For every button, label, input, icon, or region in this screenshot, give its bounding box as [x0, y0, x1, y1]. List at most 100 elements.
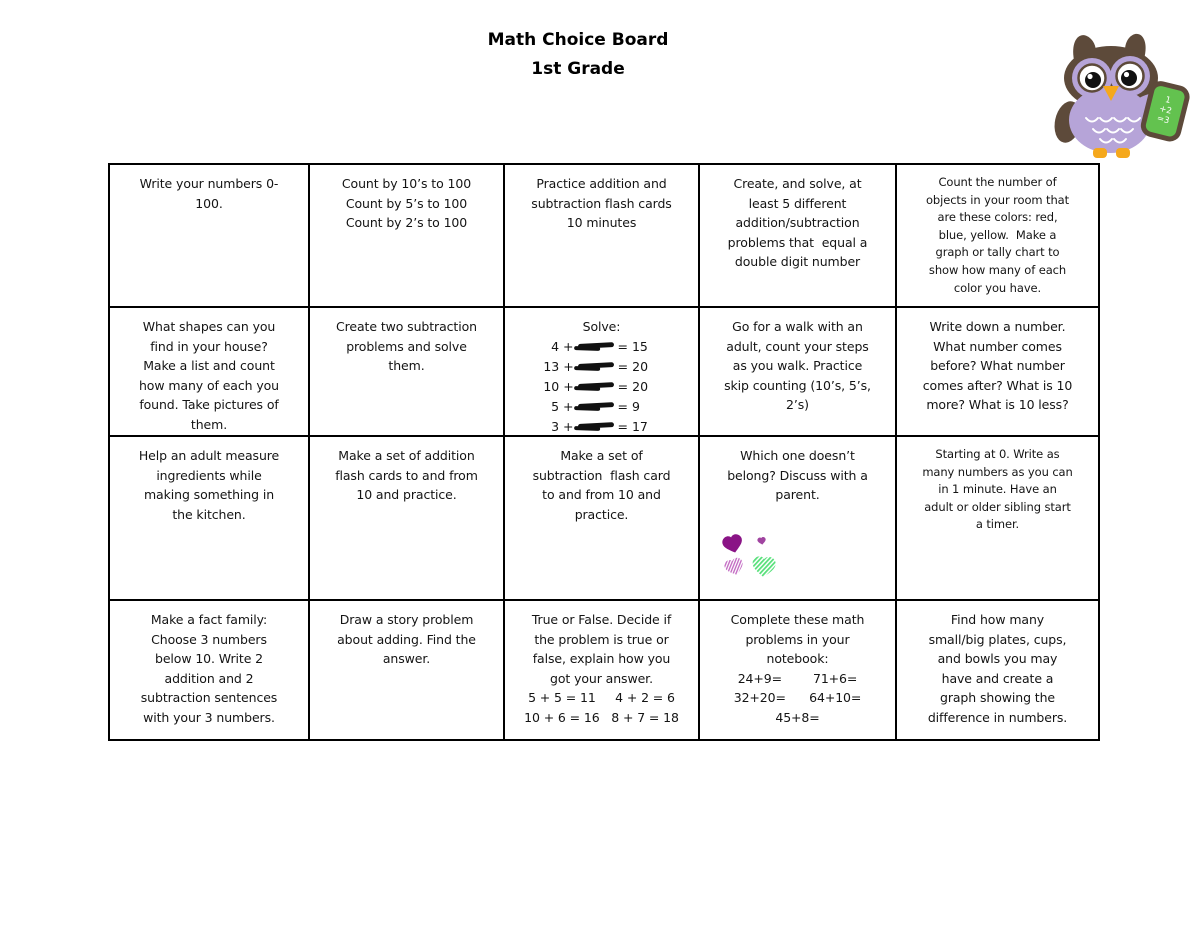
cell-text-line: to and from 10 and [542, 487, 661, 502]
blank-line [577, 382, 614, 389]
cell-text-line: 32+20= 64+10= [733, 690, 862, 705]
cell-text: Practice addition and subtraction flash c… [508, 174, 695, 233]
cell-text-line: Starting at 0. Write as [935, 447, 1060, 461]
cell-text-line: a timer. [975, 517, 1020, 532]
blank-line [577, 402, 614, 409]
cell-text-line: graph or tally chart to [935, 245, 1060, 260]
cell-text-line: small/big plates, cups, [928, 631, 1067, 647]
board-cell: Count the number of objects in your room … [897, 165, 1098, 308]
cell-text-line: Write down a number. [929, 319, 1066, 334]
owl-beak [1103, 86, 1119, 101]
blank-line [577, 422, 614, 429]
board-cell: Count by 10’s to 100 Count by 5’s to 100 C… [310, 165, 505, 308]
cell-text-line: problems in your [745, 631, 850, 647]
solve-equation: 3 + = 17 [551, 419, 648, 434]
owl-mascot-icon: 1 +2 =3 [1054, 33, 1190, 158]
cell-text-line: Create, and solve, at [733, 176, 862, 191]
hearts-clipart [722, 533, 776, 577]
owl-eyes [1077, 61, 1145, 93]
cell-text: Write your numbers 0- 100. [113, 174, 305, 213]
cell-text-line: Write your numbers 0- [139, 176, 279, 191]
owl-feet [1093, 148, 1130, 158]
cell-text-line: subtraction flash card [532, 467, 671, 483]
cell-text-line: subtraction sentences [140, 690, 278, 705]
page-title-block: Math Choice Board 1st Grade [0, 26, 1156, 84]
cell-text-line: blue, yellow. Make a [938, 227, 1057, 242]
cell-text-line: problems and solve [346, 338, 467, 354]
solve-heading: Solve: [582, 319, 621, 334]
chalkboard-text-line3: =3 [1156, 114, 1171, 127]
cell-text-line: show how many of each [928, 262, 1067, 277]
cell-text-line: more? What is 10 less? [926, 397, 1069, 412]
board-cell: Draw a story problem about adding. Find t… [310, 601, 505, 739]
cell-text: Make a set of addition flash cards to and… [313, 446, 500, 505]
blank-line [577, 362, 614, 369]
page-title: Math Choice Board [487, 30, 669, 50]
cell-text-line: them. [190, 416, 228, 432]
cell-text-line: What shapes can you [142, 319, 276, 334]
cell-text-line: 10 + 6 = 16 8 + 7 = 18 [524, 709, 679, 725]
cell-text-line: false, explain how you [532, 651, 671, 666]
board-cell: Create two subtraction problems and solve… [310, 308, 505, 437]
cell-text-line: them. [388, 358, 425, 373]
solve-equation: 5 + = 9 [551, 399, 640, 414]
board-cell: Create, and solve, at least 5 different ad… [700, 165, 897, 308]
cell-text-line: 2’s) [786, 397, 809, 412]
chalkboard-text-line1: 1 [1164, 95, 1172, 106]
cell-text-line: below 10. Write 2 [154, 651, 264, 666]
cell-text-line: are these colors: red, [937, 210, 1058, 225]
cell-text-line: Make a list and count [143, 358, 275, 373]
cell-text-line: Which one doesn’t [740, 448, 855, 463]
cell-text: Create two subtraction problems and solve… [313, 317, 500, 376]
cell-text-line: parent. [775, 487, 820, 502]
board-cell: Find how many small/big plates, cups, and … [897, 601, 1098, 739]
cell-text-line: skip counting (10’s, 5’s, [724, 377, 871, 393]
cell-text-line: 5 + 5 = 11 4 + 2 = 6 [528, 690, 675, 705]
cell-text: What shapes can you find in your house? Ma… [113, 317, 305, 434]
cell-text-line: color you have. [953, 280, 1042, 295]
cell-text: Go for a walk with an adult, count your s… [703, 317, 892, 415]
cell-text-line: Count by 10’s to 100 [341, 176, 472, 191]
cell-text-line: Help an adult measure [138, 448, 280, 463]
board-cell: What shapes can you find in your house? Ma… [110, 308, 310, 437]
cell-text: Count by 10’s to 100 Count by 5’s to 100 C… [313, 174, 500, 233]
cell-text-line: Go for a walk with an [732, 319, 863, 334]
cell-text-line: flash cards to and from [335, 467, 478, 483]
choice-board-table: Write your numbers 0- 100. Count by 10’s … [108, 163, 1100, 741]
board-cell: Go for a walk with an adult, count your s… [700, 308, 897, 437]
cell-text-line: found. Take pictures of [139, 397, 279, 412]
cell-text-line: comes after? What is 10 [922, 377, 1073, 393]
cell-text-line: ingredients while [156, 467, 262, 483]
owl-chest-feathers [1085, 117, 1141, 144]
owl-chalkboard-icon: 1 +2 =3 [1140, 81, 1190, 142]
cell-text-line: True or False. Decide if [531, 612, 672, 627]
board-cell: Complete these math problems in your noteb… [700, 601, 897, 739]
cell-text-line: about adding. Find the [337, 631, 476, 647]
cell-text-line: Draw a story problem [339, 612, 474, 627]
cell-text-line: Make a fact family: [150, 612, 268, 627]
cell-text-line: double digit number [734, 254, 861, 269]
cell-text-line: Make a set of addition [338, 448, 475, 463]
cell-text: Make a set of subtraction flash card to an… [508, 446, 695, 524]
cell-text-line: making something in [143, 487, 275, 502]
cell-text-line: 100. [195, 195, 223, 211]
small-purple-heart-icon [757, 536, 766, 545]
cell-text: Write down a number. What number comes bef… [900, 317, 1095, 415]
chalkboard-text-line2: +2 [1158, 104, 1173, 117]
board-cell: Make a fact family: Choose 3 numbers below… [110, 601, 310, 739]
cell-text-line: subtraction flash cards [531, 195, 672, 211]
board-cell: Write down a number. What number comes bef… [897, 308, 1098, 437]
board-cell-hearts: Which one doesn’t belong? Discuss with a p… [700, 437, 897, 601]
cell-text-line: graph showing the [940, 690, 1055, 705]
cell-text-line: Make a set of [560, 448, 643, 463]
cell-text-line: got your answer. [550, 670, 653, 686]
cell-text-line: and bowls you may [937, 651, 1058, 666]
cell-text-line: least 5 different [748, 195, 847, 211]
cell-text-line: Complete these math [730, 612, 865, 627]
cell-text-line: Create two subtraction [336, 319, 477, 334]
cell-text-line: problems that equal a [727, 234, 868, 250]
cell-text-line: with your 3 numbers. [143, 709, 275, 725]
cell-text-line: What number comes [933, 338, 1062, 354]
cell-text: Help an adult measure ingredients while ma… [113, 446, 305, 524]
cell-text-line: Count the number of [938, 175, 1057, 189]
